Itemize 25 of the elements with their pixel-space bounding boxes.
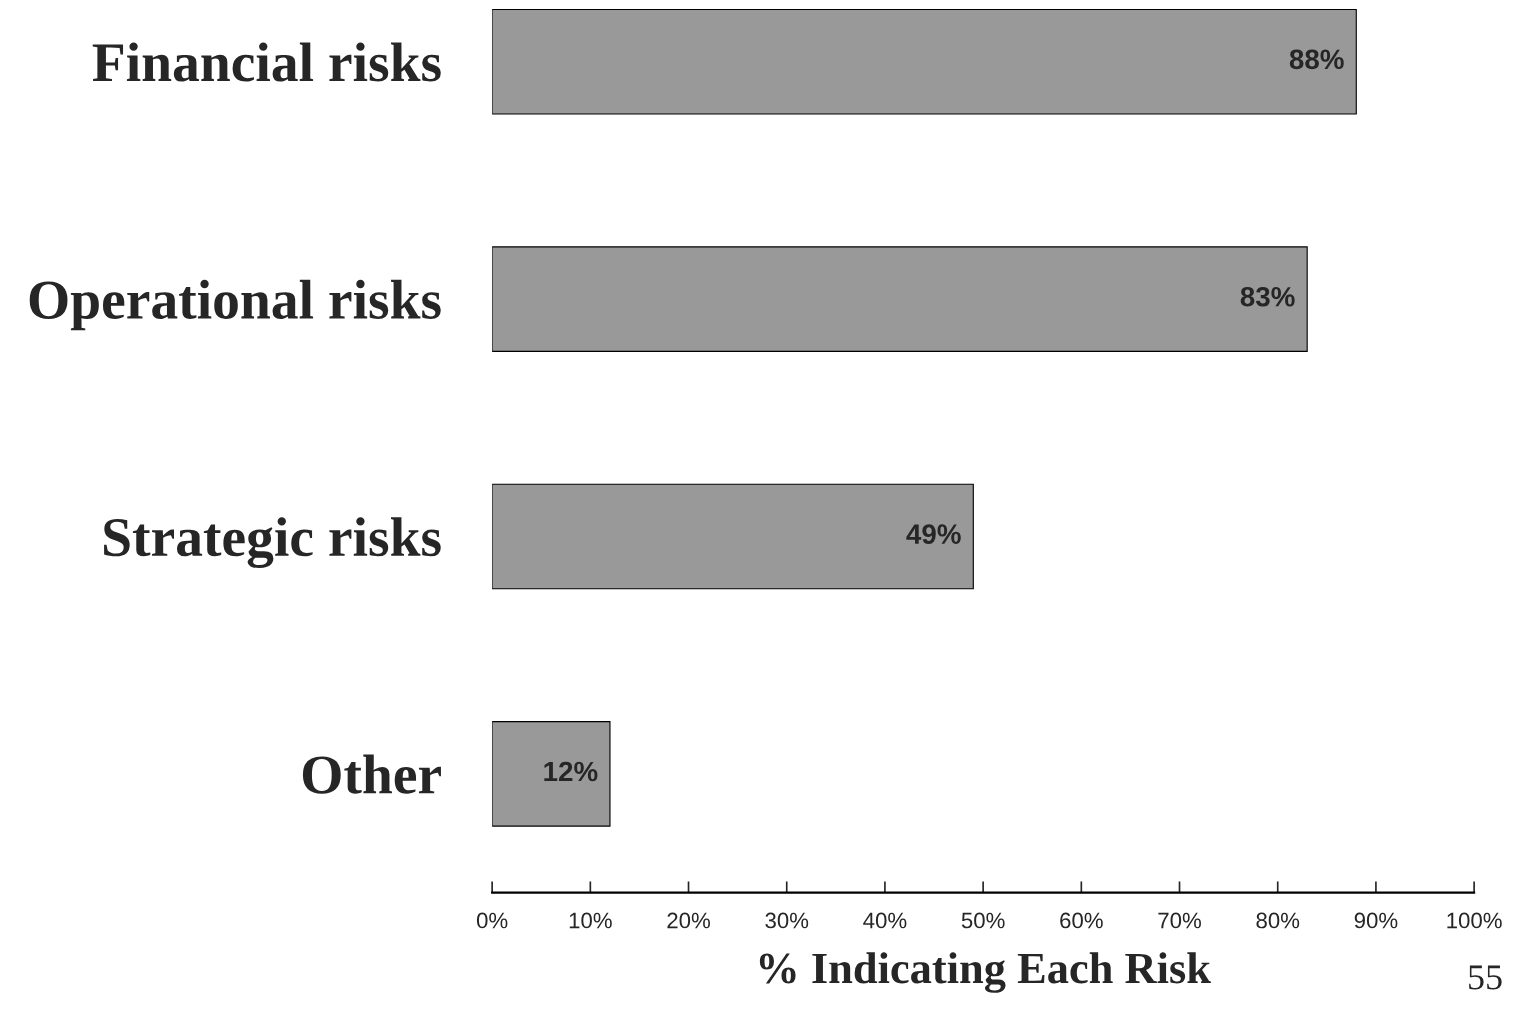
x-tick-label: 10% bbox=[569, 912, 612, 929]
x-tick-label: 20% bbox=[667, 912, 710, 929]
y-tick-label: Operational risks bbox=[29, 279, 441, 331]
x-tick-label: 40% bbox=[863, 912, 907, 929]
text: 55 bbox=[1469, 965, 1502, 990]
bar bbox=[492, 246, 1308, 352]
data-label: 49% bbox=[906, 524, 961, 544]
x-tick-label: 30% bbox=[765, 912, 809, 929]
x-tick-label: 80% bbox=[1256, 912, 1300, 929]
x-tick-label: 100% bbox=[1447, 912, 1502, 929]
x-tick-label: 50% bbox=[961, 912, 1005, 929]
bar bbox=[492, 8, 1357, 115]
bar bbox=[492, 483, 974, 590]
data-label: 12% bbox=[544, 761, 598, 782]
data-label: 83% bbox=[1240, 286, 1295, 307]
x-tick-label: 0% bbox=[476, 912, 508, 929]
x-tick-label: 60% bbox=[1060, 912, 1103, 929]
y-tick-label: Strategic risks bbox=[104, 517, 441, 569]
x-tick-label: 70% bbox=[1158, 912, 1201, 929]
data-label: 88% bbox=[1289, 49, 1344, 70]
y-tick-label: Financial risks bbox=[92, 42, 441, 82]
y-tick-label: Other bbox=[302, 754, 441, 794]
bar bbox=[492, 721, 611, 827]
x-axis-title: % Indicating Each Risk bbox=[759, 952, 1211, 993]
x-tick-label: 90% bbox=[1354, 912, 1398, 929]
